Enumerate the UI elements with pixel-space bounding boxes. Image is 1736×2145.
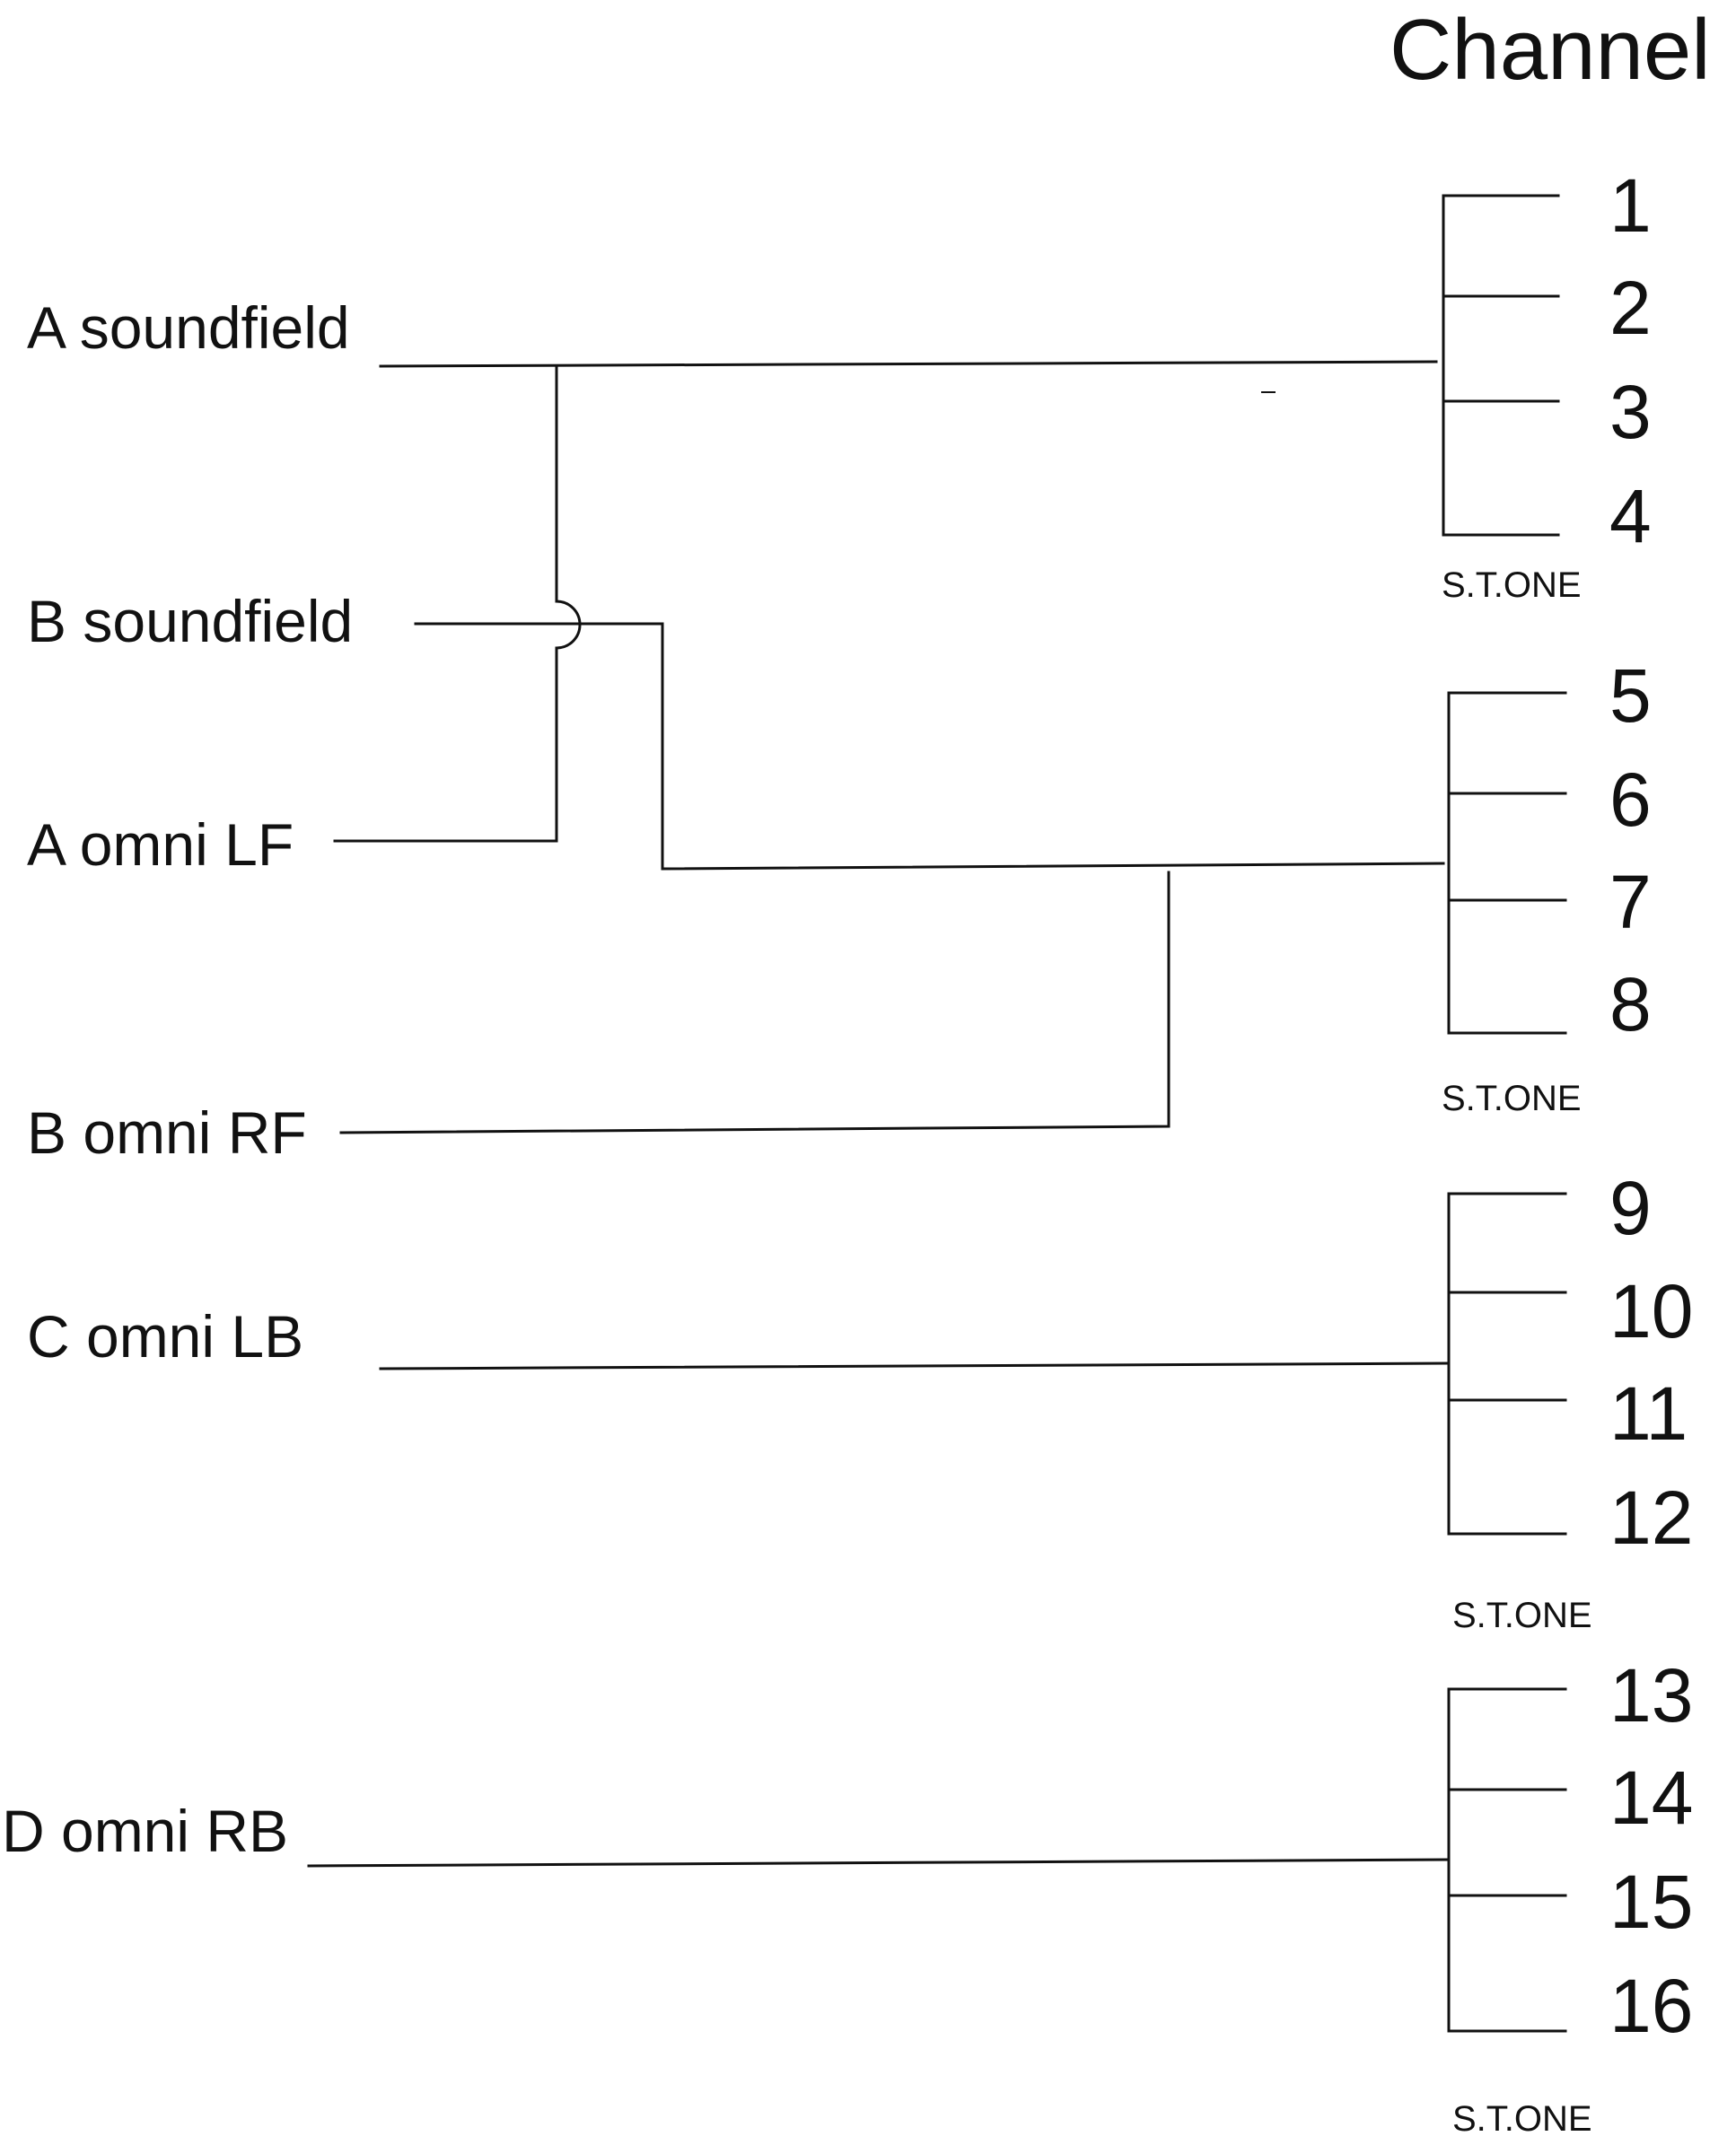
channel-label: 12 <box>1609 1475 1693 1560</box>
device-label: S.T.ONE <box>1442 1079 1582 1118</box>
channel-label: 15 <box>1609 1860 1693 1944</box>
channel-label: 7 <box>1609 860 1652 944</box>
channel-group-2: 5 6 7 8 S.T.ONE <box>1442 653 1652 1118</box>
channel-label: 11 <box>1609 1371 1688 1456</box>
source-label-a-soundfield: A soundfield <box>27 294 350 361</box>
channel-label: 14 <box>1609 1755 1693 1840</box>
channel-group-3: 9 10 11 12 S.T.ONE <box>1447 1166 1693 1635</box>
channel-label: 8 <box>1609 962 1652 1046</box>
source-label-b-soundfield: B soundfield <box>27 588 353 654</box>
channel-label: 9 <box>1609 1166 1652 1250</box>
group-1-bracket <box>1442 194 1560 537</box>
channel-label: 10 <box>1609 1269 1693 1353</box>
group-4-bracket <box>1447 1687 1567 2033</box>
channel-label: 2 <box>1609 266 1652 350</box>
channel-group-1: 1 2 3 4 S.T.ONE <box>1442 163 1652 605</box>
device-label: S.T.ONE <box>1442 565 1582 605</box>
device-label: S.T.ONE <box>1452 1596 1592 1635</box>
channel-label: 13 <box>1609 1653 1693 1738</box>
device-label: S.T.ONE <box>1452 2099 1592 2139</box>
channel-label: 16 <box>1609 1964 1693 2048</box>
wire-a-soundfield <box>379 360 1438 368</box>
source-label-d-omni-rb: D omni RB <box>2 1798 288 1864</box>
wire-d-omni-rb <box>307 1858 1451 1868</box>
source-label-a-omni-lf: A omni LF <box>27 811 294 878</box>
source-label-c-omni-lb: C omni LB <box>27 1303 303 1370</box>
diagram-title: Channel <box>1390 2 1711 98</box>
wire-a-omni-lf <box>333 364 558 843</box>
source-label-b-omni-rf: B omni RF <box>27 1099 307 1166</box>
group-2-bracket <box>1447 691 1567 1035</box>
channel-label: 3 <box>1609 370 1652 454</box>
wire-b-omni-rf <box>339 871 1170 1134</box>
group-3-bracket <box>1447 1192 1567 1536</box>
channel-label: 4 <box>1609 474 1652 558</box>
channel-label: 1 <box>1609 163 1652 248</box>
channel-group-4: 13 14 15 16 S.T.ONE <box>1447 1653 1693 2139</box>
channel-label: 5 <box>1609 653 1652 738</box>
wire-b-soundfield <box>414 622 1445 871</box>
channel-label: 6 <box>1609 757 1652 842</box>
wire-c-omni-lb <box>379 1361 1449 1370</box>
